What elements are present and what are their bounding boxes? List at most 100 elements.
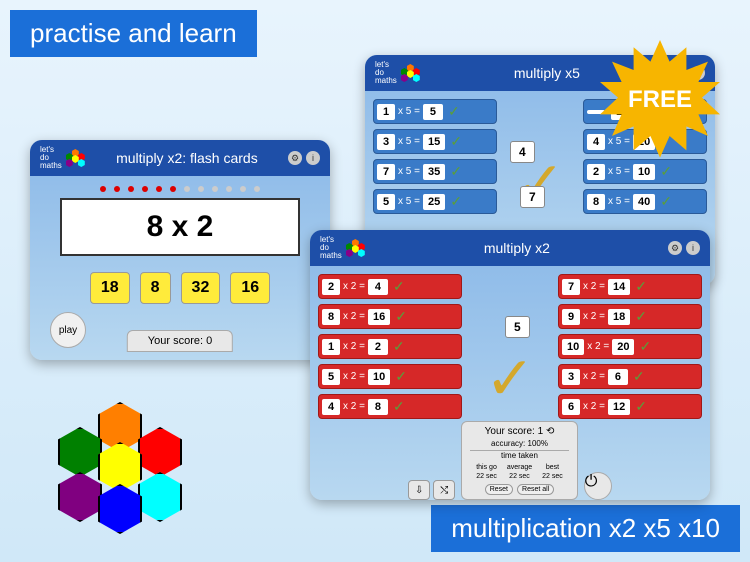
answer-slot[interactable]: 4 <box>368 279 388 295</box>
power-button[interactable]: ⏻ <box>584 472 612 500</box>
info-icon[interactable]: i <box>686 241 700 255</box>
card-header: let'sdomaths multiply x2 ⚙ i <box>310 230 710 266</box>
answer-slot[interactable]: 18 <box>608 309 630 325</box>
card-title: multiply x2 <box>366 240 668 256</box>
score-panel: Your score: 0 <box>127 330 233 352</box>
card-header: let'sdomaths multiply x2: flash cards ⚙ i <box>30 140 330 176</box>
equation-row[interactable]: 8x 2 =16✓ <box>318 304 462 329</box>
equation-row[interactable]: 6x 2 =12 ✓ <box>558 394 702 419</box>
answer-slot[interactable]: 2 <box>368 339 388 355</box>
operand: 1 <box>322 339 340 355</box>
answer-slot[interactable]: 40 <box>633 194 655 210</box>
card-title: multiply x2: flash cards <box>86 150 288 166</box>
operator: x 2 = <box>583 371 605 382</box>
score-info-panel: Your score: 1 ⟲ accuracy: 100% time take… <box>461 421 578 500</box>
progress-dots <box>30 176 330 198</box>
check-icon: ✓ <box>660 163 672 180</box>
operator: x 5 = <box>608 166 630 177</box>
answer-row: 18 8 32 16 <box>30 272 330 304</box>
answer-slot[interactable]: 8 <box>368 399 388 415</box>
down-button[interactable]: ⇩ <box>408 480 430 500</box>
operand: 7 <box>562 279 580 295</box>
operator: x 5 = <box>398 196 420 207</box>
answer-slot[interactable]: 10 <box>368 369 390 385</box>
operand: 6 <box>562 399 580 415</box>
equation-row[interactable]: 9x 2 =18✓ <box>558 304 702 329</box>
gear-icon[interactable]: ⚙ <box>288 151 302 165</box>
gear-icon[interactable]: ⚙ <box>668 241 682 255</box>
operand: 9 <box>562 309 580 325</box>
flash-card-problem: 8 x 2 <box>60 198 300 256</box>
drag-tile[interactable]: 7 <box>520 186 545 208</box>
operator: x 5 = <box>398 136 420 147</box>
check-icon: ✓ <box>395 368 407 385</box>
drag-tile[interactable]: 5 <box>505 316 530 338</box>
equation-row[interactable]: 5x 2 =10✓ <box>318 364 462 389</box>
play-button[interactable]: play <box>50 312 86 348</box>
answer-slot[interactable]: 5 <box>423 104 443 120</box>
free-text: FREE <box>628 86 692 114</box>
equation-row[interactable]: 3x 5 =15✓ <box>373 129 497 154</box>
equation-row[interactable]: 2x 2 =4✓ <box>318 274 462 299</box>
operator: x 5 = <box>398 166 420 177</box>
reset-button[interactable]: Reset <box>485 484 513 495</box>
check-icon: ✓ <box>485 344 535 414</box>
check-icon: ✓ <box>450 163 462 180</box>
check-icon: ✓ <box>633 368 645 385</box>
check-icon: ✓ <box>660 193 672 210</box>
answer-slot[interactable]: 16 <box>368 309 390 325</box>
brand-text: let'sdomaths <box>375 61 397 85</box>
answer-option[interactable]: 32 <box>181 272 221 304</box>
operator: x 5 = <box>398 106 420 117</box>
operand: 5 <box>322 369 340 385</box>
equation-row[interactable]: 2x 5 =10 ✓ <box>583 159 707 184</box>
reset-all-button[interactable]: Reset all <box>517 484 554 495</box>
operand: 3 <box>377 134 395 150</box>
free-starburst: FREE <box>600 40 720 160</box>
check-icon: ✓ <box>393 278 405 295</box>
time-label: time taken <box>470 450 569 460</box>
answer-option[interactable]: 16 <box>230 272 270 304</box>
operand: 2 <box>587 164 605 180</box>
equation-row[interactable]: 3x 2 =6✓ <box>558 364 702 389</box>
operand: 4 <box>322 399 340 415</box>
operator: x 2 = <box>343 341 365 352</box>
answer-slot[interactable]: 6 <box>608 369 628 385</box>
brand-text: let'sdomaths <box>40 146 62 170</box>
top-banner: practise and learn <box>10 10 257 57</box>
check-icon: ✓ <box>395 308 407 325</box>
check-icon: ✓ <box>393 398 405 415</box>
equation-row[interactable]: 10x 2 =20✓ <box>558 334 702 359</box>
check-icon: ✓ <box>448 103 460 120</box>
operand: 5 <box>377 194 395 210</box>
answer-slot[interactable]: 25 <box>423 194 445 210</box>
check-icon: ✓ <box>635 398 647 415</box>
equation-row[interactable]: 4x 2 =8✓ <box>318 394 462 419</box>
check-icon: ✓ <box>639 338 651 355</box>
info-icon[interactable]: i <box>306 151 320 165</box>
answer-slot[interactable]: 12 <box>608 399 630 415</box>
answer-slot[interactable]: 35 <box>423 164 445 180</box>
operator: x 2 = <box>583 401 605 412</box>
answer-option[interactable]: 8 <box>140 272 171 304</box>
equation-row[interactable]: 7x 5 =35✓ <box>373 159 497 184</box>
equation-row[interactable]: 7x 2 =14✓ <box>558 274 702 299</box>
operand: 1 <box>377 104 395 120</box>
equation-row[interactable]: 5x 5 =25 ✓ <box>373 189 497 214</box>
operator: x 2 = <box>583 311 605 322</box>
operand: 10 <box>562 339 584 355</box>
answer-slot[interactable]: 20 <box>612 339 634 355</box>
drag-tile[interactable]: 4 <box>510 141 535 163</box>
shuffle-button[interactable]: ⤭ <box>433 480 455 500</box>
answer-slot[interactable]: 10 <box>633 164 655 180</box>
equation-row[interactable]: 1x 5 =5 ✓ <box>373 99 497 124</box>
answer-slot[interactable]: 14 <box>608 279 630 295</box>
check-icon: ✓ <box>450 193 462 210</box>
grid-body: 2x 2 =4✓8x 2 =16✓1x 2 =2✓5x 2 =10✓4x 2 =… <box>310 266 710 506</box>
operand: 8 <box>322 309 340 325</box>
equation-row[interactable]: 1x 2 =2✓ <box>318 334 462 359</box>
answer-slot[interactable]: 15 <box>423 134 445 150</box>
brand-text: let'sdomaths <box>320 236 342 260</box>
answer-option[interactable]: 18 <box>90 272 130 304</box>
equation-row[interactable]: 8x 5 =40✓ <box>583 189 707 214</box>
